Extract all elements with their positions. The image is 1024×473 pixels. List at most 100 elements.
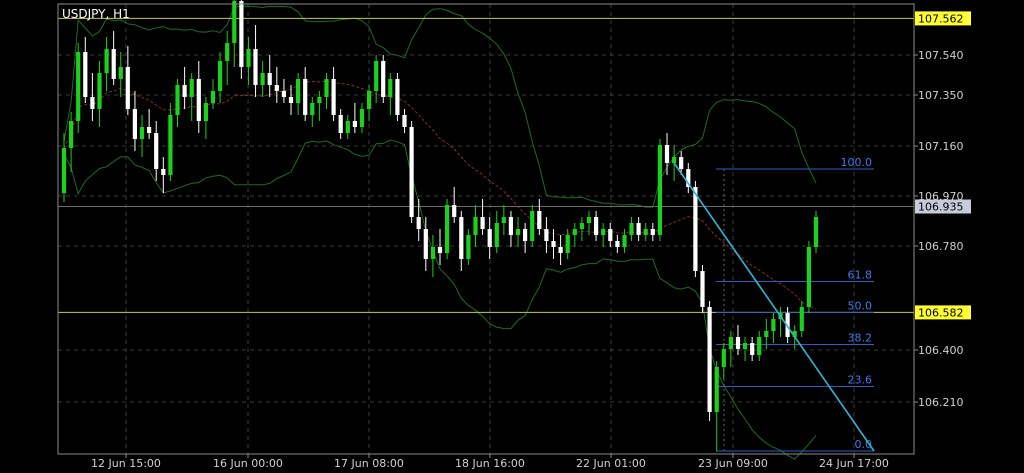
candle-body: [76, 52, 81, 121]
candle-body: [728, 337, 733, 349]
candle-body: [210, 91, 216, 103]
candle-body: [402, 115, 407, 127]
fib-level-label: 38.2: [848, 332, 873, 345]
candle-body: [303, 79, 308, 115]
y-tick-label: 107.540: [918, 49, 964, 62]
candle-body: [508, 217, 513, 235]
candle-body: [288, 97, 294, 103]
candle-body: [317, 97, 322, 103]
candle-body: [501, 217, 506, 223]
candle-body: [225, 43, 230, 61]
candle-body: [374, 61, 379, 91]
candle-body: [132, 109, 137, 139]
candle-body: [672, 157, 677, 163]
x-tick-label: 17 Jun 08:00: [334, 457, 404, 470]
y-tick-label: 107.160: [918, 140, 964, 153]
x-tick-label: 12 Jun 15:00: [91, 457, 161, 470]
candle-body: [530, 211, 535, 241]
candle-body: [267, 73, 272, 85]
price-level-label: 107.562: [918, 12, 964, 25]
current-price-label: 106.935: [918, 201, 964, 214]
price-level-label: 106.582: [918, 306, 964, 319]
candle-body: [104, 49, 109, 73]
x-tick-label: 16 Jun 00:00: [213, 457, 283, 470]
candle-body: [565, 235, 570, 253]
candle-body: [771, 319, 776, 331]
candle-body: [253, 49, 258, 85]
candle-body: [430, 247, 435, 259]
candle-body: [154, 133, 159, 169]
candle-body: [246, 49, 251, 67]
candle-body: [487, 229, 492, 247]
middle-band: [63, 80, 817, 310]
fib-level-label: 100.0: [841, 156, 873, 169]
candle-body: [594, 217, 599, 235]
candle-body: [324, 79, 329, 97]
candle-body: [125, 67, 130, 109]
candle-body: [310, 103, 315, 115]
candle-body: [423, 229, 428, 259]
horizontal-levels: 107.562 106.582 106.935: [58, 11, 971, 320]
candle-body: [232, 1, 237, 43]
candle-body: [139, 127, 145, 139]
candle-body: [601, 229, 606, 235]
candle-body: [260, 73, 265, 85]
candle-body: [147, 127, 152, 133]
candle-body: [537, 211, 542, 229]
candle-body: [579, 223, 584, 229]
candle-body: [792, 331, 797, 337]
candle-body: [657, 145, 662, 235]
price-level-badge: [915, 11, 971, 26]
candle-body: [750, 343, 755, 355]
candle-body: [118, 67, 123, 79]
upper-band: [63, 5, 817, 208]
candle-body: [494, 223, 499, 247]
candle-body: [608, 229, 613, 241]
x-tick-label: 24 Jun 17:00: [819, 457, 889, 470]
candle-body: [445, 205, 450, 253]
candle-body: [388, 79, 393, 97]
candle-body: [61, 148, 67, 193]
candle-body: [714, 367, 719, 412]
candle-body: [203, 103, 208, 121]
fib-level-label: 61.8: [848, 269, 873, 282]
candle-body: [650, 229, 655, 235]
chart-title: USDJPY, H1: [62, 7, 130, 21]
candle-body: [572, 229, 577, 235]
fib-level-label: 50.0: [848, 299, 873, 312]
candle-body: [799, 307, 804, 331]
candle-body: [97, 73, 102, 109]
candle-body: [452, 205, 457, 217]
candle-body: [359, 109, 365, 127]
y-tick-label: 106.970: [918, 190, 964, 203]
candle-body: [586, 217, 592, 223]
candle-body: [523, 229, 528, 241]
candle-body: [239, 1, 244, 67]
candle-body: [473, 217, 478, 235]
time-axis: 12 Jun 15:00 16 Jun 00:00 17 Jun 08:00 18 J…: [91, 454, 889, 470]
candle-body: [707, 307, 712, 412]
candle-body: [281, 91, 286, 97]
candle-body: [466, 235, 471, 259]
bollinger-bands: [63, 5, 817, 460]
candle-body: [615, 241, 620, 247]
x-tick-label: 23 Jun 09:00: [698, 457, 768, 470]
candle-body: [764, 331, 769, 337]
candle-body: [168, 115, 173, 175]
candle-body: [69, 121, 74, 148]
candle-body: [83, 52, 88, 97]
candle-body: [182, 85, 187, 97]
candle-body: [515, 229, 521, 235]
candle-body: [459, 217, 464, 259]
lower-band: [63, 139, 817, 460]
price-level-badge: [915, 305, 971, 320]
candle-body: [296, 79, 301, 103]
candle-body: [806, 247, 811, 307]
candle-body: [721, 349, 726, 367]
candle-body: [551, 241, 556, 247]
candle-body: [629, 223, 634, 235]
candle-body: [175, 85, 180, 115]
candle-body: [636, 223, 641, 235]
